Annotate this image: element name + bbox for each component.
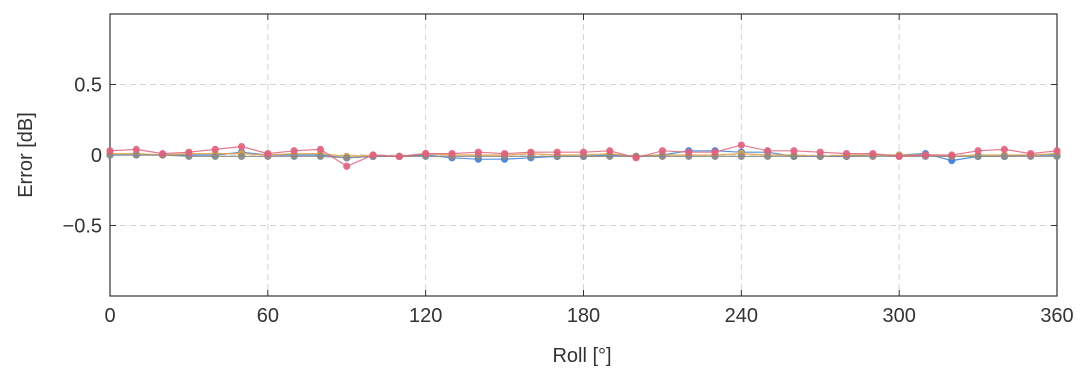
x-tick-label: 120 bbox=[409, 305, 442, 327]
data-point bbox=[343, 154, 351, 162]
data-point bbox=[1000, 145, 1008, 153]
x-axis-label: Roll [°] bbox=[552, 345, 611, 367]
data-point bbox=[132, 145, 140, 153]
data-point bbox=[185, 148, 193, 156]
data-point bbox=[764, 147, 772, 155]
y-tick-label: −0.5 bbox=[63, 216, 102, 238]
data-point bbox=[790, 152, 798, 161]
data-point bbox=[395, 152, 403, 161]
data-point bbox=[343, 162, 351, 170]
data-point bbox=[237, 152, 246, 161]
data-point bbox=[290, 147, 298, 155]
data-point bbox=[632, 154, 640, 162]
data-point bbox=[553, 148, 561, 156]
data-point bbox=[316, 152, 325, 161]
tick-labels: 0 60 120 180 240 300 360 −0.5 0 0.5 bbox=[63, 75, 1074, 328]
x-tick-label: 60 bbox=[257, 305, 279, 327]
data-point bbox=[921, 151, 930, 159]
x-tick-label: 0 bbox=[104, 305, 115, 327]
data-point bbox=[869, 149, 877, 158]
data-point bbox=[159, 149, 167, 158]
data-point bbox=[211, 145, 219, 153]
x-tick-label: 240 bbox=[725, 305, 758, 327]
data-point bbox=[737, 141, 745, 149]
data-point bbox=[369, 151, 377, 159]
data-point bbox=[974, 152, 982, 161]
data-point bbox=[842, 149, 851, 158]
data-point bbox=[711, 148, 719, 156]
y-axis-label: Error [dB] bbox=[15, 112, 37, 198]
series-group bbox=[106, 141, 1061, 170]
y-tick-label: 0 bbox=[91, 145, 102, 167]
data-point bbox=[816, 148, 824, 156]
data-point bbox=[290, 152, 298, 161]
data-point bbox=[264, 149, 272, 158]
data-point bbox=[527, 148, 535, 156]
x-tick-label: 300 bbox=[882, 305, 915, 327]
data-point bbox=[737, 152, 745, 161]
data-point bbox=[500, 149, 509, 158]
data-point bbox=[237, 142, 246, 151]
x-tick-label: 360 bbox=[1040, 305, 1073, 327]
data-point bbox=[948, 151, 956, 159]
data-point bbox=[685, 148, 693, 156]
data-point bbox=[1027, 149, 1035, 158]
data-point bbox=[106, 147, 114, 155]
data-point bbox=[1053, 152, 1061, 161]
data-point bbox=[579, 148, 588, 156]
data-point bbox=[474, 148, 482, 156]
data-point bbox=[448, 149, 456, 158]
data-point bbox=[790, 147, 798, 155]
series-4 bbox=[106, 141, 1061, 170]
data-point bbox=[1053, 147, 1061, 155]
data-point bbox=[974, 147, 982, 155]
data-point bbox=[606, 152, 614, 161]
data-point bbox=[211, 152, 219, 161]
x-tick-label: 180 bbox=[567, 305, 600, 327]
y-tick-label: 0.5 bbox=[74, 75, 102, 97]
data-point bbox=[764, 152, 772, 161]
data-point bbox=[606, 147, 614, 155]
data-point bbox=[895, 152, 903, 161]
data-point bbox=[658, 152, 667, 161]
data-point bbox=[316, 145, 325, 153]
data-point bbox=[658, 147, 667, 155]
data-point bbox=[1000, 152, 1008, 161]
data-point bbox=[422, 149, 430, 158]
data-point bbox=[132, 151, 140, 159]
